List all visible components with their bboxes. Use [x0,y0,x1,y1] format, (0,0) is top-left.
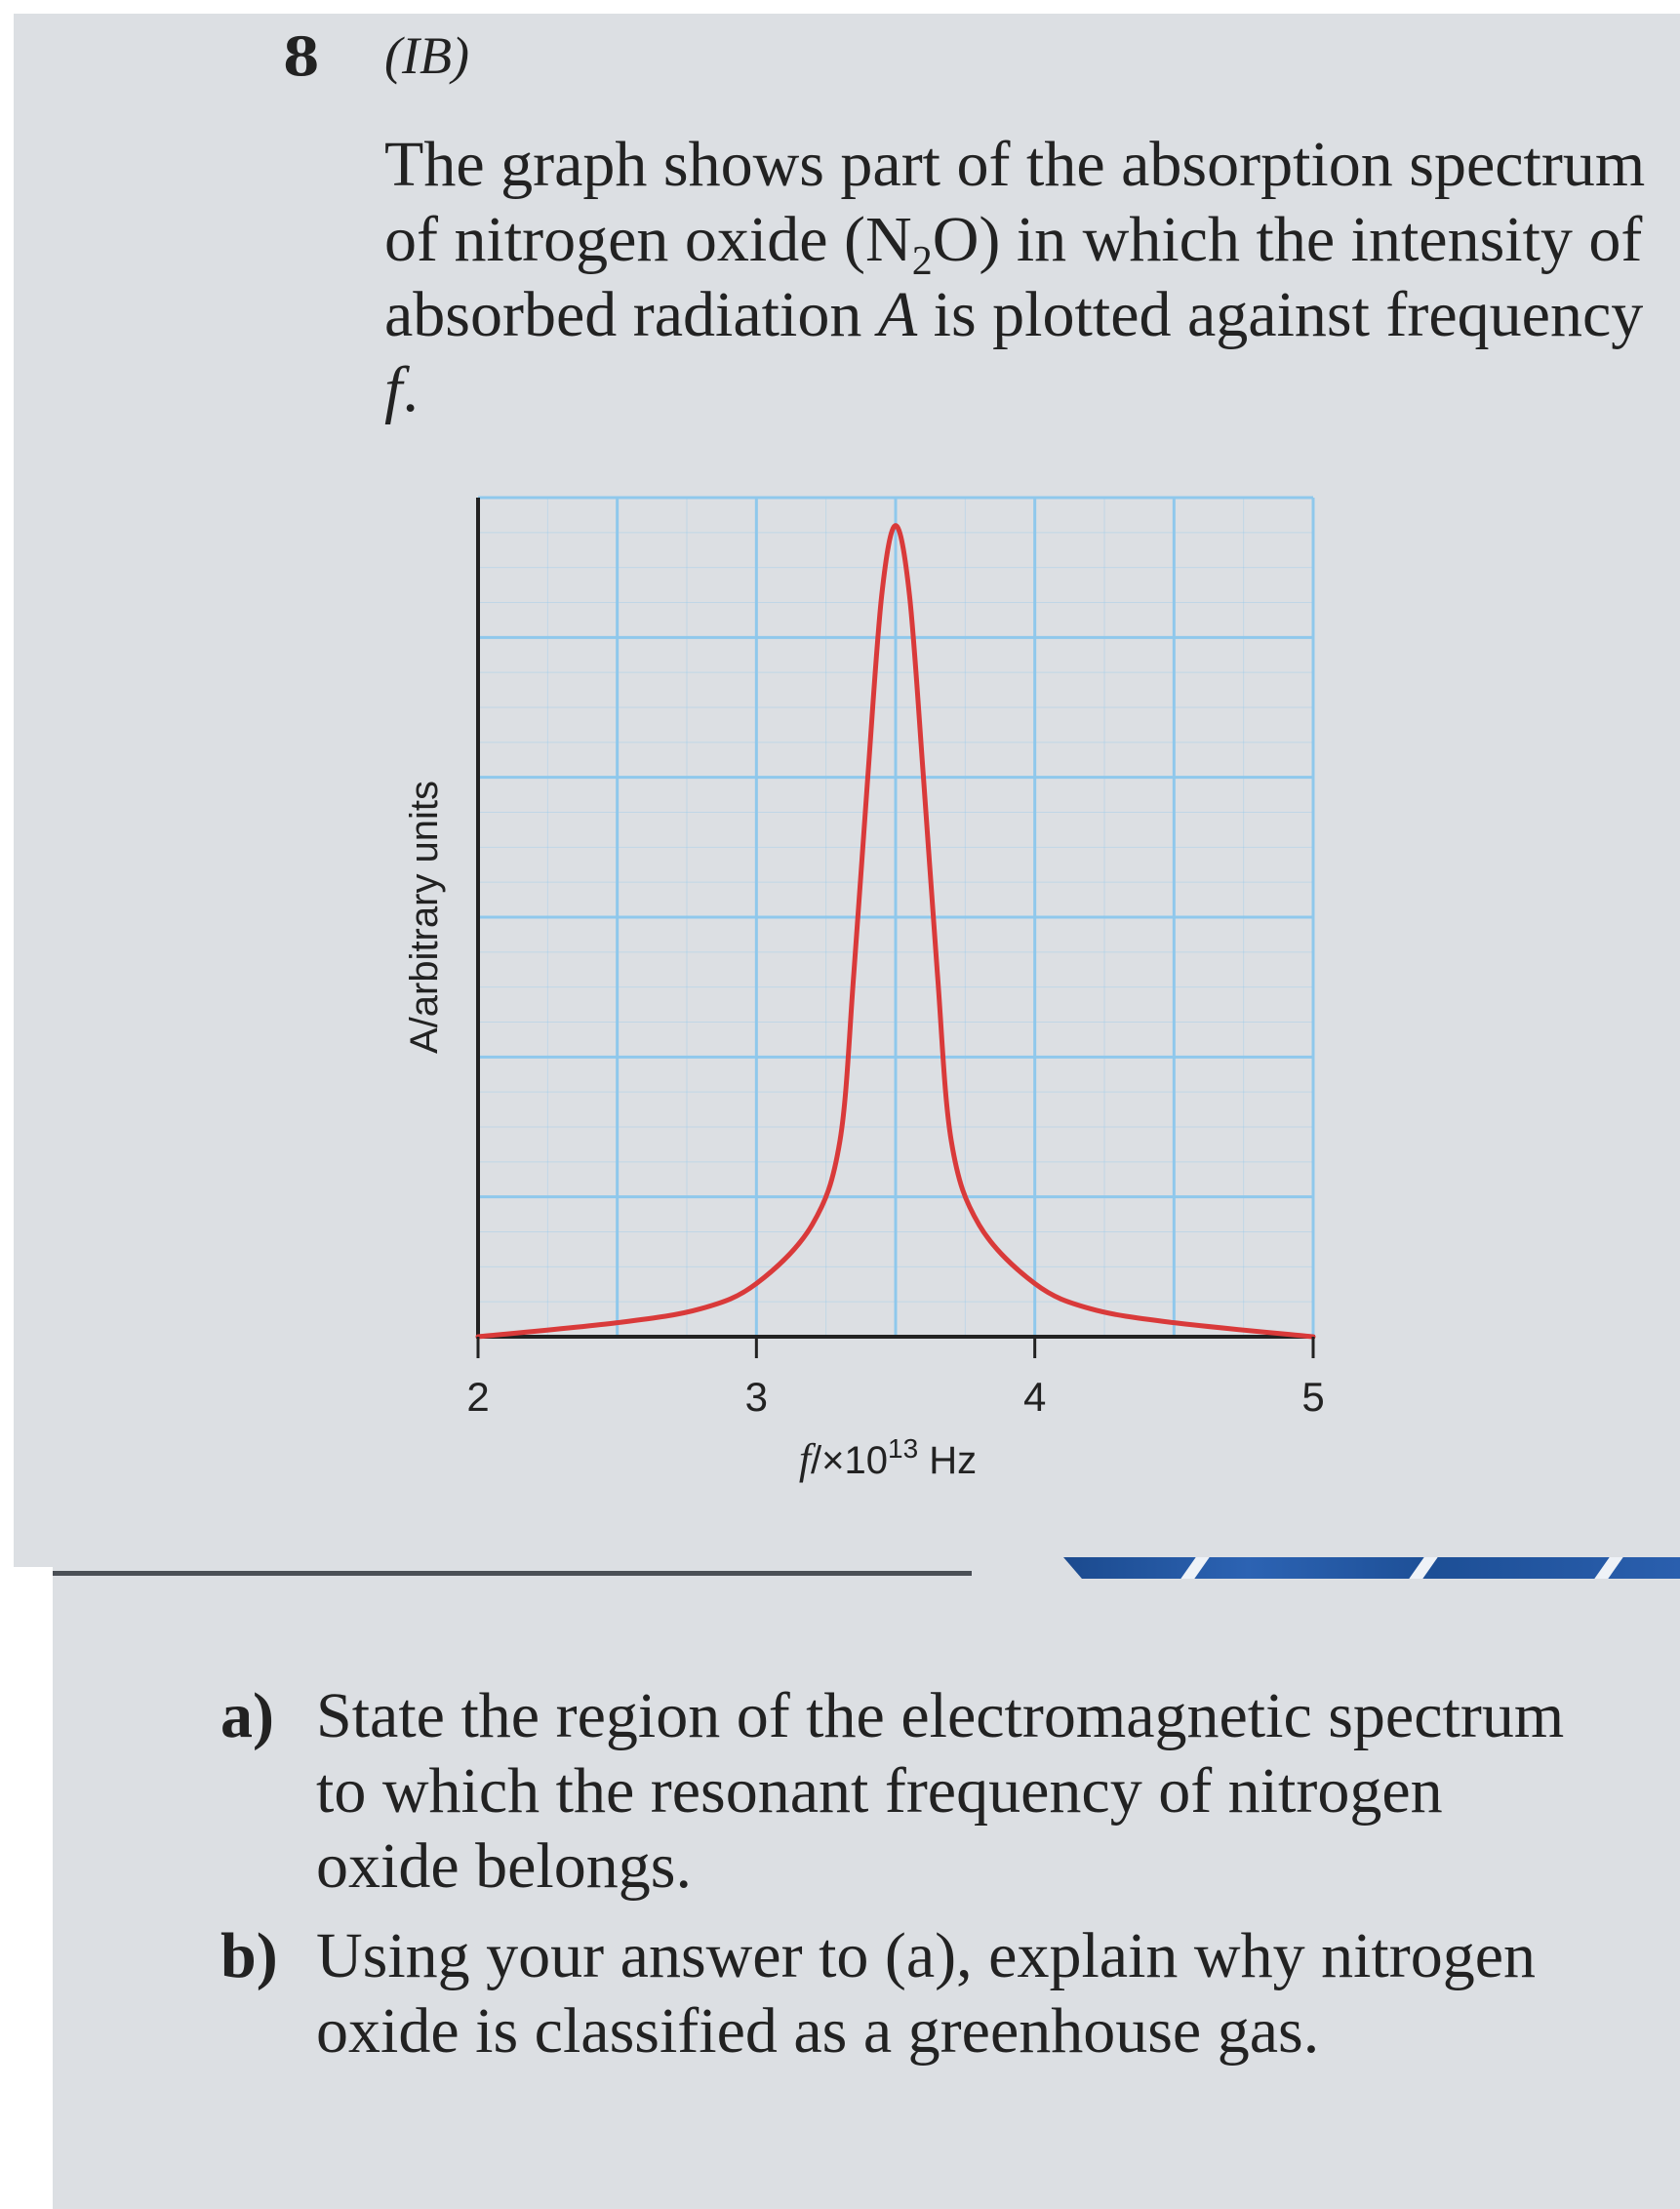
x-tick-label: 4 [1023,1374,1046,1420]
x-axis-unit: Hz [918,1439,977,1482]
part-a: a) State the region of the electromagnet… [220,1678,1586,1912]
intro-text-2: O) in which the intensity of absorbed ra… [384,204,1643,350]
x-tick-label: 5 [1301,1374,1324,1420]
intro-var-f: f [384,354,403,425]
chart-grid [476,496,1315,1339]
decorative-stripe [1063,1557,1680,1579]
part-b-text: Using your answer to (a), explain why ni… [316,1920,1537,2067]
question-intro: The graph shows part of the absorption s… [384,127,1662,427]
intro-text-1: The graph shows part of the absorption s… [384,129,1646,275]
intro-subscript: 2 [911,239,933,285]
y-axis-label: A/arbitrary units [403,781,446,1054]
chart-axes [476,498,1315,1339]
part-b-label: b) [220,1920,278,1991]
question-number: 8 [283,25,320,88]
x-tick-label: 3 [745,1374,768,1420]
part-b: b) Using your answer to (a), explain why… [220,1918,1586,2152]
section-divider [53,1571,972,1576]
part-a-text: State the region of the electromagnetic … [316,1680,1565,1902]
x-axis-label: f/×1013 Hz [799,1433,977,1483]
absorption-spectrum-chart: 2 3 4 5 A/arbitrary units f/×1013 Hz [403,496,1325,1483]
question-panel-top [14,14,1680,1567]
x-axis-exponent: 13 [888,1433,918,1464]
x-axis-prefix: /×10 [811,1439,888,1482]
question-source: (IB) [384,26,469,85]
part-a-label: a) [220,1680,274,1751]
absorption-curve [475,523,1316,1340]
intro-var-a: A [877,279,918,350]
chart-x-ticks: 2 3 4 5 [466,1337,1325,1420]
intro-text-3: is plotted against frequency [917,279,1644,350]
question-panel-bottom [53,1567,1680,2209]
x-tick-label: 2 [466,1374,489,1420]
intro-text-4: . [402,354,419,425]
